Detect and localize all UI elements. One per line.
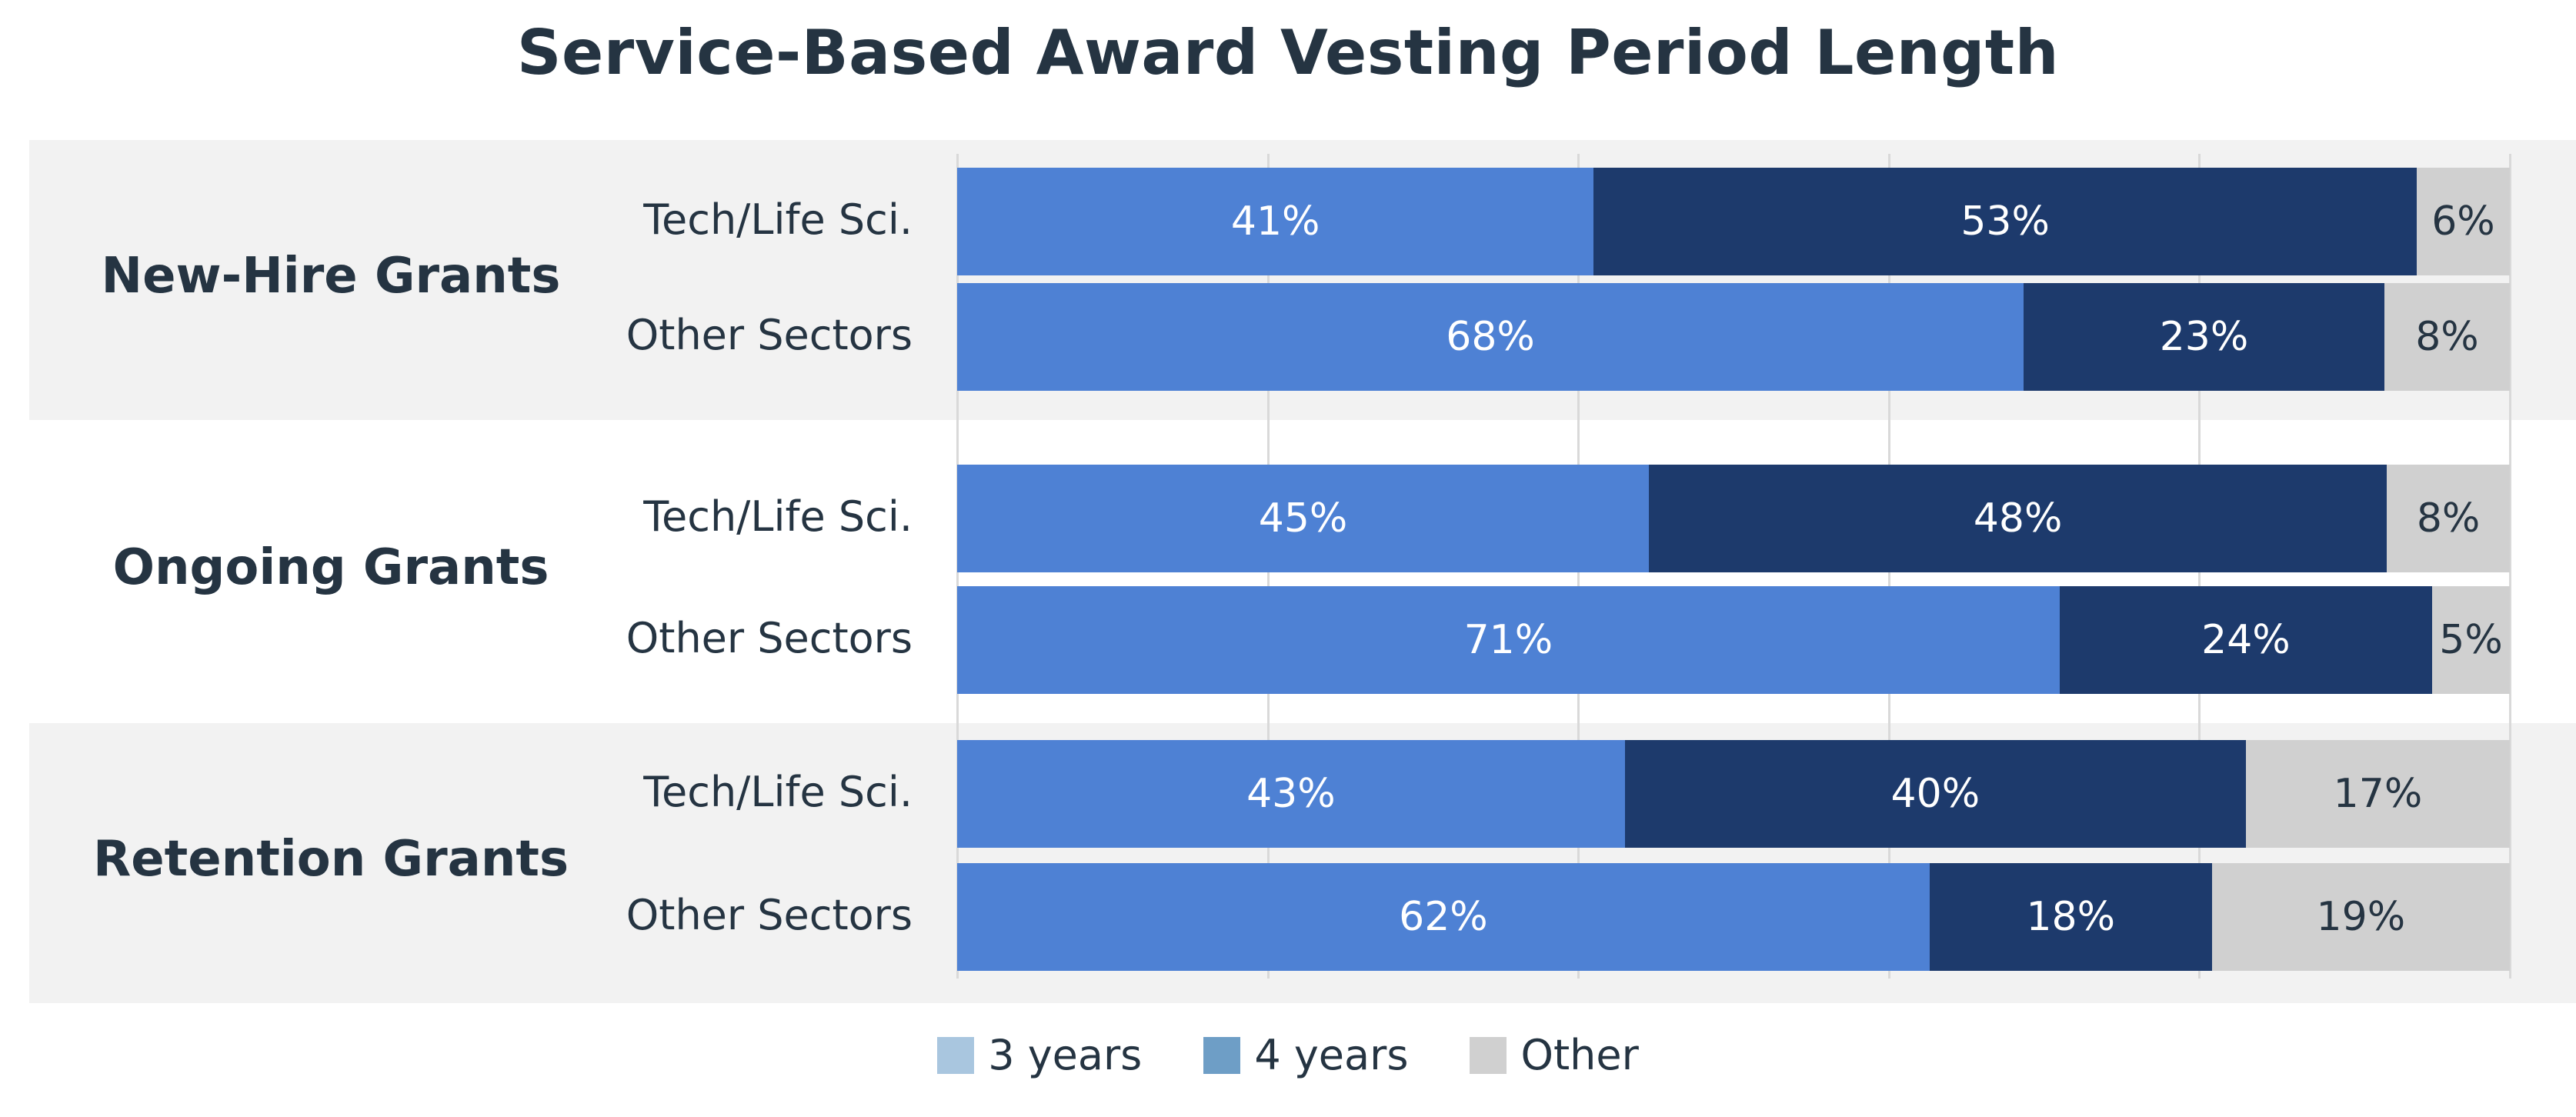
data-label: 6% <box>2431 198 2495 245</box>
bar-segment-4-years <box>1593 168 2417 275</box>
data-label: 19% <box>2316 894 2406 940</box>
data-label: 17% <box>2333 771 2423 817</box>
row-label: Other Sectors <box>626 311 913 359</box>
data-label: 5% <box>2439 617 2503 663</box>
bar-segment-4-years <box>2059 586 2433 694</box>
group-label: New-Hire Grants <box>101 248 561 305</box>
legend-label: Other <box>1520 1031 1639 1079</box>
bar-segment-4-years <box>1649 465 2387 572</box>
stacked-bar: 68% 23% 8% <box>957 283 2510 391</box>
row-label: Other Sectors <box>626 891 913 939</box>
legend-label: 3 years <box>988 1031 1143 1079</box>
bar-segment-3-years <box>957 863 1930 971</box>
bar-segment-other <box>2245 740 2510 848</box>
row-label: Other Sectors <box>626 614 913 662</box>
legend-item: Other <box>1470 1031 1639 1079</box>
gridline <box>2509 154 2511 979</box>
bar-segment-4-years <box>2024 283 2384 391</box>
bar-segment-3-years <box>957 740 1625 848</box>
stacked-bar: 41% 53% 6% <box>957 168 2510 275</box>
legend-swatch <box>937 1036 975 1074</box>
data-label: 8% <box>2416 495 2481 542</box>
bar-segment-other <box>2211 863 2510 971</box>
stacked-bar: 71% 24% 5% <box>957 586 2510 694</box>
data-label: 40% <box>1890 771 1980 817</box>
bar-segment-4-years <box>1624 740 2246 848</box>
bar-segment-3-years <box>957 465 1650 572</box>
legend: 3 years 4 years Other <box>0 1031 2576 1079</box>
legend-item: 3 years <box>937 1031 1142 1079</box>
data-label: 62% <box>1399 894 1488 940</box>
legend-item: 4 years <box>1203 1031 1408 1079</box>
data-label: 24% <box>2201 617 2291 663</box>
data-label: 71% <box>1463 617 1553 663</box>
data-label: 68% <box>1446 314 1535 360</box>
legend-label: 4 years <box>1254 1031 1409 1079</box>
stacked-bar: 62% 18% 19% <box>957 863 2510 971</box>
data-label: 23% <box>2159 314 2249 360</box>
chart-title: Service-Based Award Vesting Period Lengt… <box>516 17 2060 88</box>
legend-swatch <box>1470 1036 1507 1074</box>
data-label: 41% <box>1230 198 1320 245</box>
data-label: 45% <box>1258 495 1348 542</box>
row-label: Tech/Life Sci. <box>643 768 913 816</box>
legend-swatch <box>1203 1036 1241 1074</box>
bar-segment-3-years <box>957 168 1594 275</box>
data-label: 43% <box>1246 771 1336 817</box>
bar-segment-3-years <box>957 283 2024 391</box>
group-label: Retention Grants <box>92 831 569 888</box>
stacked-bar: 45% 48% 8% <box>957 465 2510 572</box>
stacked-bar: 43% 40% 17% <box>957 740 2510 848</box>
row-label: Tech/Life Sci. <box>643 492 913 541</box>
bar-segment-other <box>2387 465 2510 572</box>
bar-segment-other <box>2384 283 2510 391</box>
bar-segment-other <box>2416 168 2510 275</box>
row-label: Tech/Life Sci. <box>643 195 913 244</box>
bar-segment-3-years <box>957 586 2060 694</box>
data-label: 8% <box>2415 314 2479 360</box>
data-label: 18% <box>2026 894 2116 940</box>
data-label: 48% <box>1973 495 2063 542</box>
bar-segment-other <box>2432 586 2510 694</box>
group-label: Ongoing Grants <box>112 539 549 596</box>
bar-segment-4-years <box>1929 863 2212 971</box>
data-label: 53% <box>1960 198 2050 245</box>
